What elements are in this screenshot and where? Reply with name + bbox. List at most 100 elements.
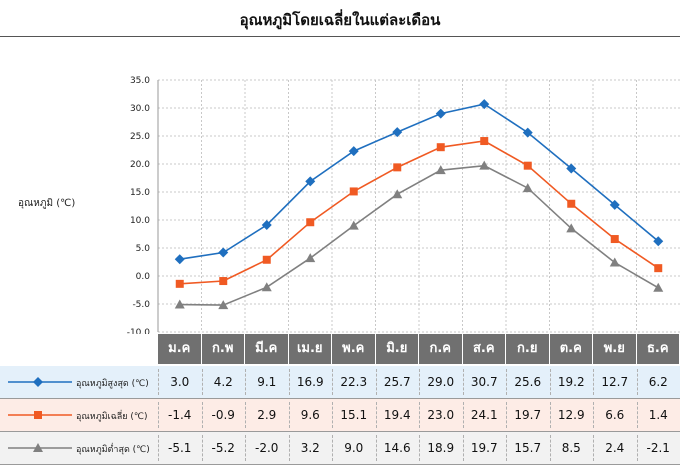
data-point-triangle — [392, 189, 402, 198]
y-tick-label: 15.0 — [130, 188, 150, 198]
table-cell: 19.7 — [506, 399, 550, 431]
cell-divider — [463, 402, 464, 428]
table-cell: 12.9 — [550, 399, 594, 431]
table-cell: -0.9 — [202, 399, 246, 431]
legend-swatch — [6, 432, 76, 464]
table-cell: 29.0 — [419, 366, 463, 398]
month-header: ก.พ — [202, 334, 245, 364]
table-cell: 24.1 — [463, 399, 507, 431]
legend-label: อุณหภูมิสูงสุด (℃) — [76, 376, 149, 390]
y-tick-label: 5.0 — [136, 244, 151, 254]
data-point-diamond — [436, 109, 446, 119]
cell-divider — [332, 369, 333, 395]
month-header: ต.ค — [550, 334, 593, 364]
header-blank — [0, 334, 158, 364]
cell-divider — [506, 435, 507, 461]
month-header: มิ.ย — [376, 334, 419, 364]
table-cell: 15.7 — [506, 432, 550, 464]
y-tick-label: 0.0 — [136, 272, 151, 282]
table-cell: 6.2 — [637, 366, 680, 398]
month-header: เม.ย — [289, 334, 332, 364]
cell-divider — [593, 369, 594, 395]
table-cell: 4.2 — [202, 366, 246, 398]
table-cell: 19.2 — [550, 366, 594, 398]
data-point-diamond — [392, 127, 402, 137]
legend-key: อุณหภูมิต่ำสุด (℃) — [0, 432, 158, 464]
cell-divider — [419, 435, 420, 461]
legend-swatch — [6, 366, 76, 398]
data-point-triangle — [479, 161, 489, 170]
cell-divider — [376, 435, 377, 461]
data-point-diamond — [349, 146, 359, 156]
table-cell: 9.1 — [245, 366, 289, 398]
table-cell: 30.7 — [463, 366, 507, 398]
y-axis-ticks: 35.030.025.020.015.010.05.00.0-5.0-10.0 — [127, 76, 151, 338]
cell-divider — [550, 402, 551, 428]
legend-key: อุณหภูมิเฉลี่ย (℃) — [0, 399, 158, 431]
legend-swatch — [6, 399, 76, 431]
y-tick-label: 35.0 — [130, 76, 150, 86]
cell-divider — [332, 402, 333, 428]
data-point-triangle — [653, 283, 663, 292]
table-cell: 16.9 — [289, 366, 333, 398]
table-cell: 9.6 — [289, 399, 333, 431]
table-cell: 19.4 — [376, 399, 420, 431]
data-point-diamond — [175, 254, 185, 264]
cell-divider — [376, 369, 377, 395]
data-point-square — [654, 264, 662, 272]
y-tick-label: -5.0 — [132, 300, 150, 310]
cell-divider — [376, 402, 377, 428]
table-cell: 22.3 — [332, 366, 376, 398]
cell-divider — [245, 369, 246, 395]
table-cell: 6.6 — [593, 399, 637, 431]
cell-divider — [245, 402, 246, 428]
table-cell: 8.5 — [550, 432, 594, 464]
cell-divider — [289, 369, 290, 395]
data-point-square — [437, 143, 445, 151]
cell-divider — [202, 369, 203, 395]
data-point-triangle — [349, 221, 359, 230]
legend-marker-diamond — [33, 377, 43, 387]
month-header: พ.ย — [593, 334, 636, 364]
y-tick-label: 20.0 — [130, 160, 150, 170]
legend-marker-square — [34, 411, 42, 419]
cell-divider — [158, 435, 159, 461]
table-cell: 2.9 — [245, 399, 289, 431]
cell-divider — [289, 402, 290, 428]
month-header: ก.ย — [506, 334, 549, 364]
cell-divider — [550, 435, 551, 461]
cell-divider — [506, 369, 507, 395]
table-cell: 3.2 — [289, 432, 333, 464]
table-cell: 25.6 — [506, 366, 550, 398]
data-point-square — [480, 137, 488, 145]
cell-divider — [637, 435, 638, 461]
table-cell: 3.0 — [158, 366, 202, 398]
table-cell: -1.4 — [158, 399, 202, 431]
table-cell: 12.7 — [593, 366, 637, 398]
table-cell: 25.7 — [376, 366, 420, 398]
data-point-square — [219, 277, 227, 285]
cell-divider — [637, 369, 638, 395]
cell-divider — [506, 402, 507, 428]
table-header: ม.คก.พมี.คเม.ยพ.คมิ.ยก.คส.คก.ยต.คพ.ยธ.ค — [0, 334, 680, 364]
data-point-square — [567, 200, 575, 208]
month-header: ก.ค — [419, 334, 462, 364]
cell-divider — [158, 369, 159, 395]
table-cell: 1.4 — [637, 399, 680, 431]
data-point-square — [176, 280, 184, 288]
cell-divider — [289, 435, 290, 461]
data-point-square — [263, 256, 271, 264]
table-cell: 23.0 — [419, 399, 463, 431]
y-tick-label: 30.0 — [130, 104, 150, 114]
table-cell: 15.1 — [332, 399, 376, 431]
cell-divider — [158, 402, 159, 428]
month-header: พ.ค — [332, 334, 375, 364]
table-cell: 9.0 — [332, 432, 376, 464]
cell-divider — [202, 435, 203, 461]
month-header: ส.ค — [463, 334, 506, 364]
y-tick-label: 10.0 — [130, 216, 150, 226]
table-cell: -5.1 — [158, 432, 202, 464]
cell-divider — [593, 435, 594, 461]
cell-divider — [202, 402, 203, 428]
